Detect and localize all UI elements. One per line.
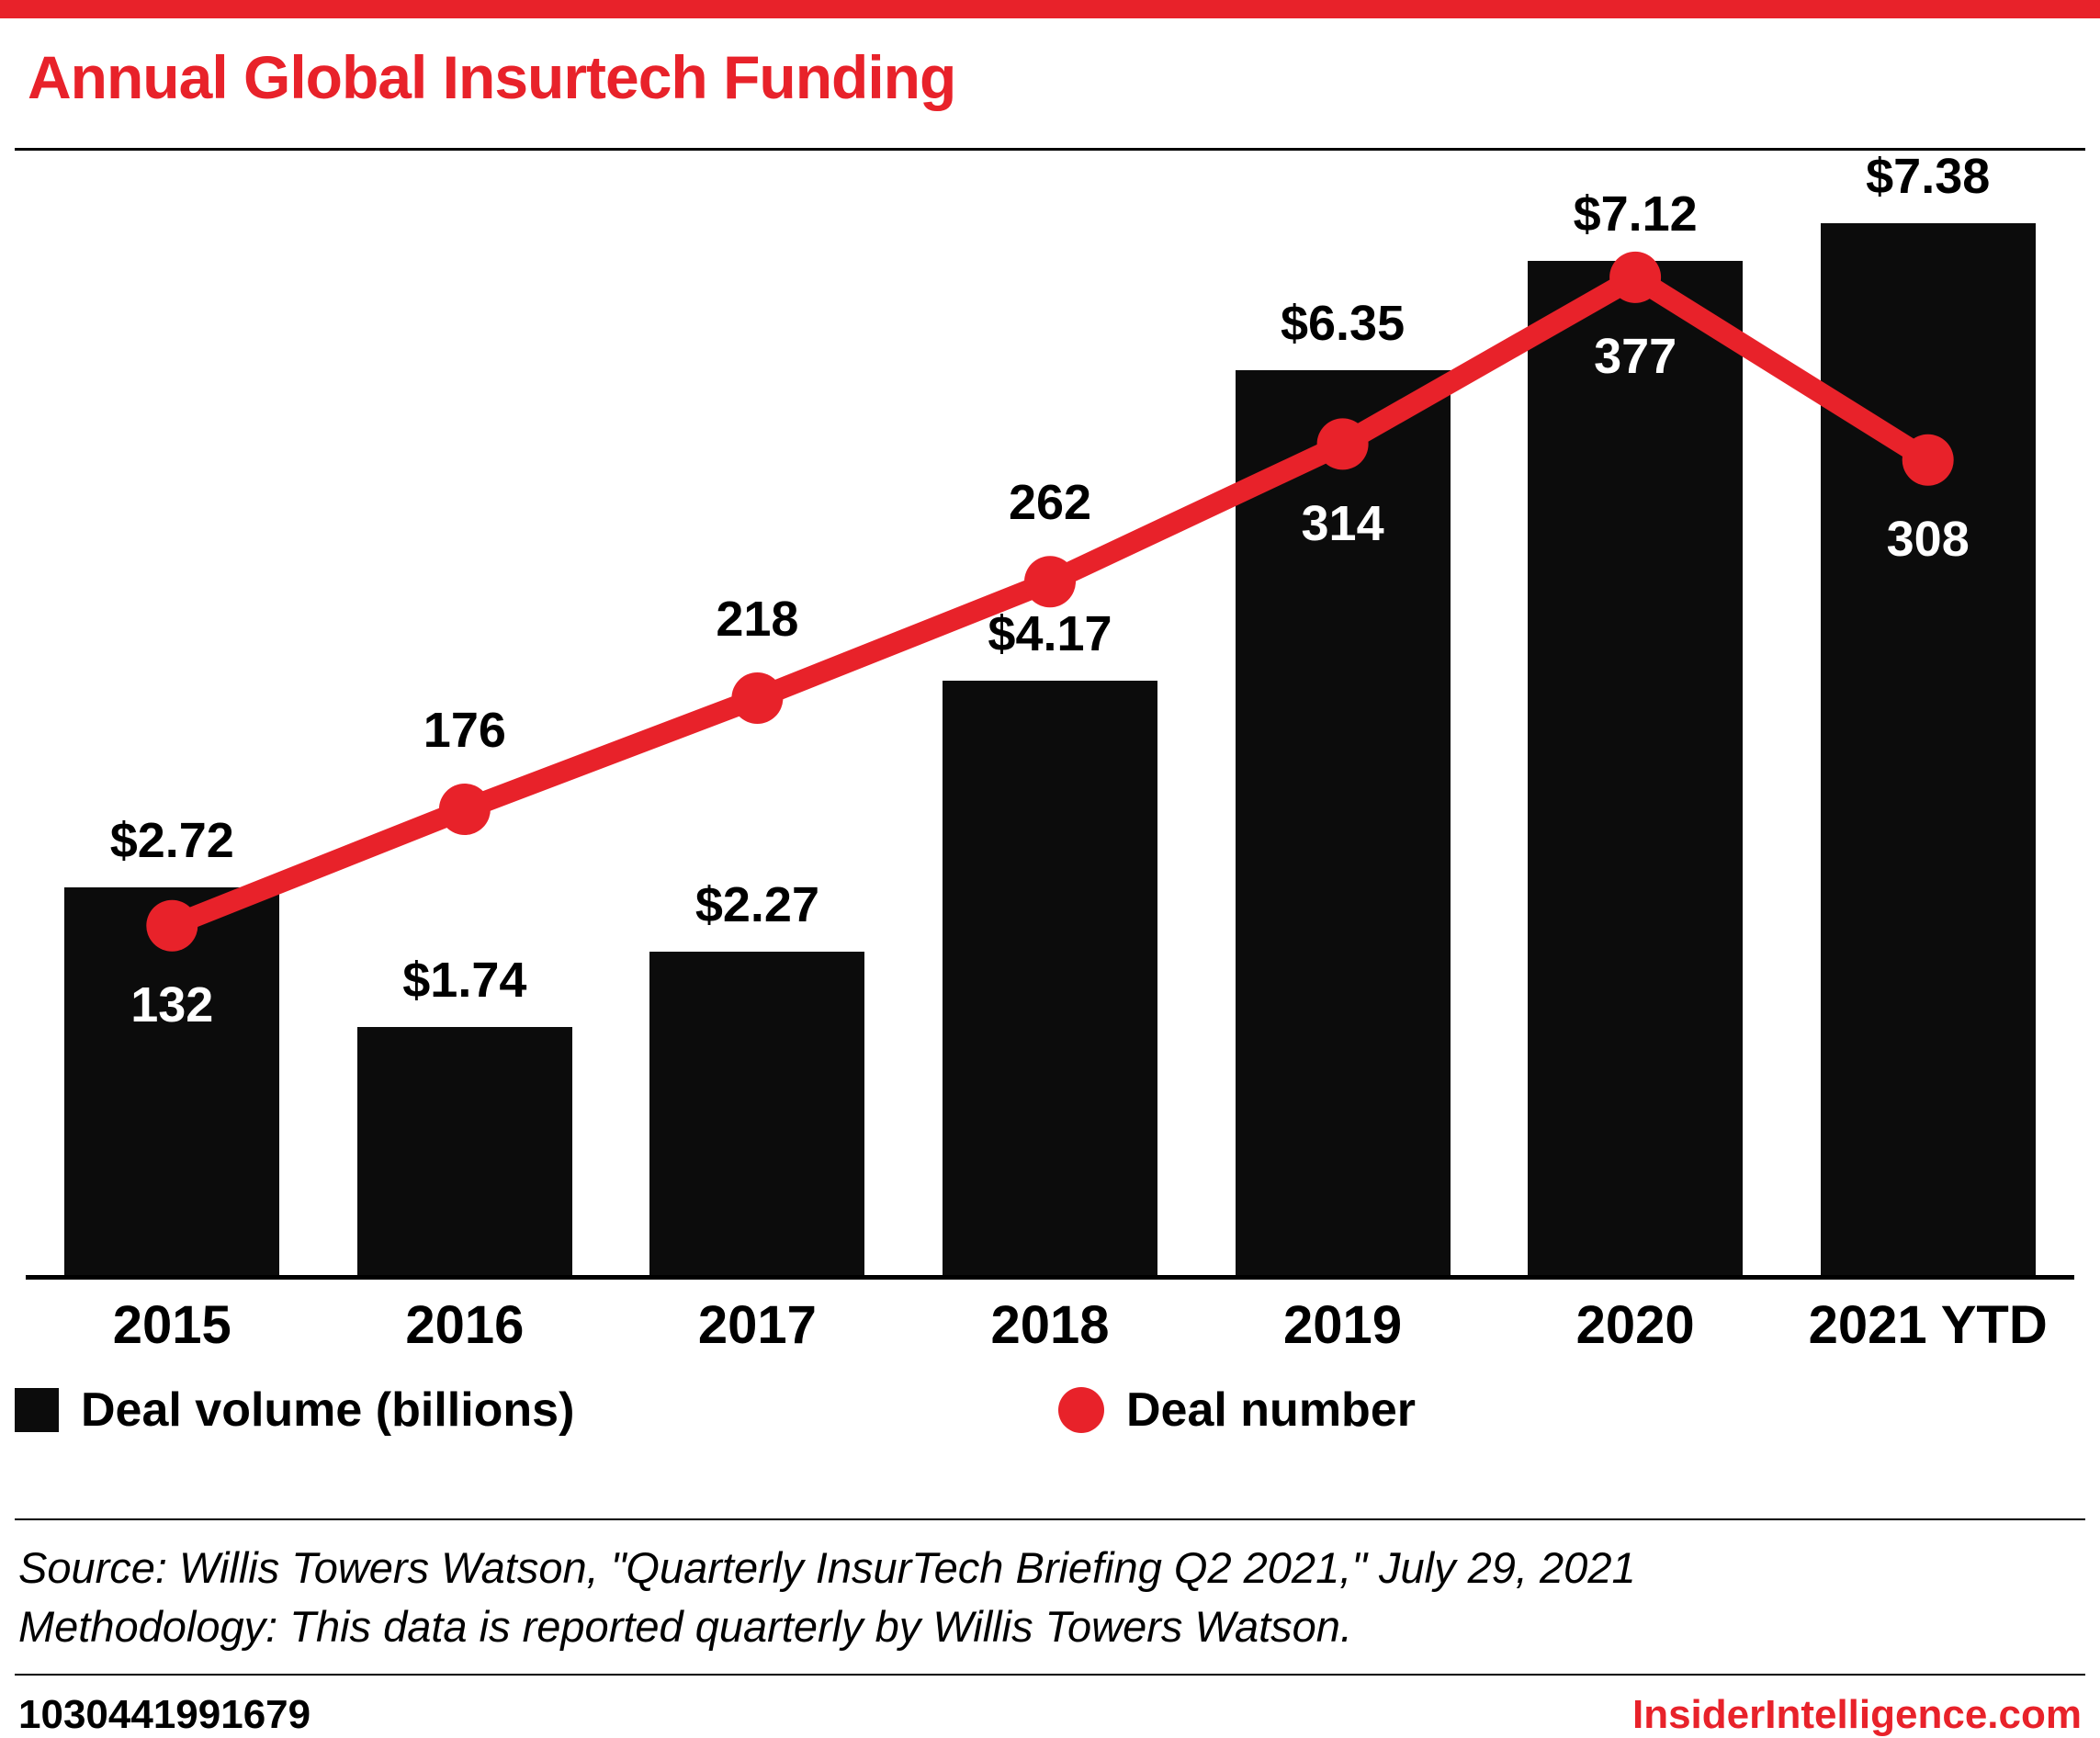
top-accent-bar bbox=[0, 0, 2100, 18]
legend: Deal volume (billions) Deal number bbox=[15, 1382, 2085, 1441]
bar-2016 bbox=[356, 1027, 572, 1276]
legend-label-deal-number: Deal number bbox=[1126, 1383, 1416, 1438]
legend-item-deal-number: Deal number bbox=[1058, 1382, 1416, 1438]
bar-2015 bbox=[64, 887, 280, 1276]
deal-number-dot bbox=[1609, 252, 1662, 304]
bar-value-label: $6.35 bbox=[1280, 296, 1406, 352]
x-axis-label: 2020 bbox=[1575, 1295, 1695, 1356]
deal-number-label: 377 bbox=[1594, 329, 1677, 385]
source-line: Source: Willis Towers Watson, "Quarterly… bbox=[18, 1543, 1636, 1593]
bar-2020 bbox=[1528, 260, 1744, 1276]
x-axis-label: 2021 YTD bbox=[1808, 1295, 2048, 1356]
footer-divider bbox=[15, 1674, 2085, 1676]
deal-number-dot bbox=[731, 672, 784, 725]
page-title: Annual Global Insurtech Funding bbox=[28, 43, 956, 111]
title-divider bbox=[15, 148, 2085, 152]
x-axis: 2015 2016 2017 2018 2019 2020 2021 YTD bbox=[26, 1280, 2074, 1357]
bar-value-label: $7.12 bbox=[1573, 186, 1698, 242]
bar-value-label: $7.38 bbox=[1866, 149, 1991, 205]
deal-number-label: 262 bbox=[1008, 475, 1092, 531]
deal-number-dot bbox=[1902, 434, 1954, 486]
deal-number-dot bbox=[1024, 556, 1076, 608]
deal-number-label: 218 bbox=[716, 592, 799, 648]
deal-number-line bbox=[146, 252, 1954, 952]
bar-2017 bbox=[649, 952, 865, 1276]
legend-item-deal-volume: Deal volume (billions) bbox=[15, 1382, 574, 1438]
source-block: Source: Willis Towers Watson, "Quarterly… bbox=[18, 1539, 2082, 1655]
deal-number-label: 314 bbox=[1301, 495, 1384, 551]
chart-id: 1030441991679 bbox=[18, 1692, 311, 1738]
red-dot-swatch-icon bbox=[1058, 1387, 1104, 1434]
black-square-swatch-icon bbox=[15, 1388, 59, 1433]
chart-area: $2.72 132 $1.74 176 $2.27 218 $4.17 262 $6.35 314… bbox=[26, 149, 2074, 1281]
deal-number-label: 308 bbox=[1886, 511, 1970, 567]
deal-number-label: 176 bbox=[423, 703, 506, 759]
brand-link[interactable]: InsiderIntelligence.com bbox=[1631, 1692, 2082, 1738]
x-axis-label: 2019 bbox=[1283, 1295, 1403, 1356]
x-axis-label: 2017 bbox=[697, 1295, 817, 1356]
bar-2019 bbox=[1235, 370, 1451, 1276]
bar-2018 bbox=[943, 681, 1157, 1276]
footer: 1030441991679 InsiderIntelligence.com bbox=[18, 1692, 2082, 1738]
bar-2021-ytd bbox=[1820, 223, 2036, 1276]
bar-value-label: $4.17 bbox=[988, 606, 1112, 662]
x-axis-label: 2018 bbox=[990, 1295, 1110, 1356]
x-axis-label: 2015 bbox=[112, 1295, 231, 1356]
deal-number-dot bbox=[1316, 418, 1369, 470]
bar-value-label: $2.72 bbox=[109, 813, 234, 869]
methodology-line: Methodology: This data is reported quart… bbox=[18, 1601, 1352, 1651]
deal-number-dot bbox=[146, 899, 198, 952]
plot: $2.72 132 $1.74 176 $2.27 218 $4.17 262 $6.35 314… bbox=[26, 149, 2074, 1281]
deal-number-dot bbox=[438, 784, 491, 836]
bar-value-label: $1.74 bbox=[402, 953, 527, 1009]
x-axis-label: 2016 bbox=[405, 1295, 525, 1356]
source-divider bbox=[15, 1518, 2085, 1521]
bar-value-label: $2.27 bbox=[694, 877, 819, 933]
deal-number-label: 132 bbox=[130, 977, 214, 1033]
legend-label-deal-volume: Deal volume (billions) bbox=[81, 1383, 575, 1438]
